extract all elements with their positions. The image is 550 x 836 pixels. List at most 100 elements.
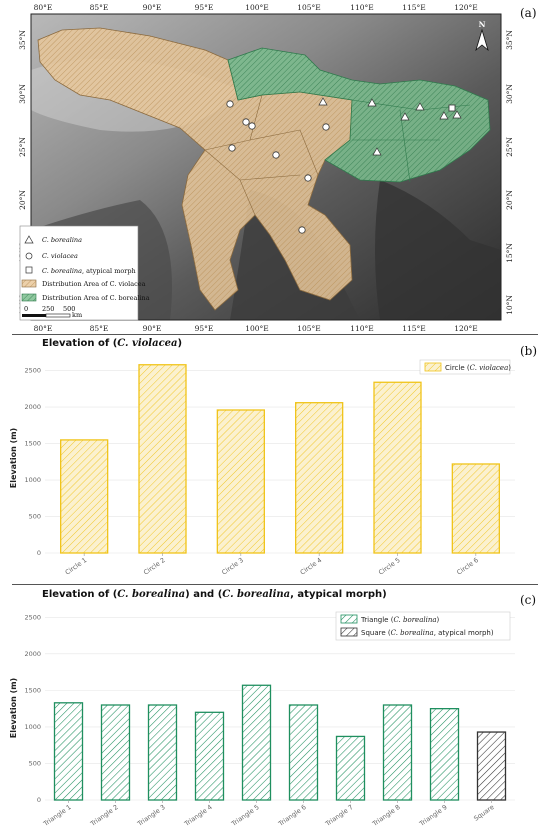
chart-b-title-suffix: ) [177, 338, 183, 349]
lat-label: 10°N [505, 295, 514, 315]
x-tick-label: Circle 4 [299, 556, 324, 577]
lon-label: 105°E [297, 3, 321, 12]
lon-label: 95°E [195, 3, 214, 12]
chart-c-legend-text-square: Square ( [361, 629, 391, 637]
bar [138, 364, 187, 554]
bar [373, 381, 422, 554]
x-tick-label: Triangle 7 [323, 803, 354, 828]
bar [216, 409, 265, 554]
lat-label: 35°N [505, 30, 514, 50]
chart-c-bars [53, 684, 507, 801]
chart-b-legend: Circle (C. violacea) [419, 359, 511, 375]
bar [60, 439, 109, 554]
chart-c-title-species: C. borealina [117, 589, 186, 600]
bar [100, 704, 131, 801]
x-tick-label: Circle 3 [220, 556, 245, 577]
lon-label: 90°E [143, 3, 162, 12]
chart-c-y-ticks: 0 500 1000 1500 2000 2500 [24, 613, 41, 804]
legend-square-icon [25, 266, 33, 274]
y-tick-label: 1000 [24, 723, 41, 731]
chart-b-grid [45, 370, 515, 554]
triangle-markers [318, 97, 462, 156]
x-tick-label: Triangle 6 [276, 803, 307, 828]
chart-b-legend-label: Circle (C. violacea) [445, 364, 511, 372]
square-marker [448, 104, 456, 112]
north-arrow-icon: N [475, 20, 489, 52]
y-tick-label: 0 [37, 796, 41, 804]
distribution-map: 80°E 85°E 90°E 95°E 100°E 105°E 110°E 11… [18, 3, 514, 333]
chart-c-ylabel: Elevation (m) [9, 678, 18, 738]
lat-label: 25°N [505, 137, 514, 157]
circle-marker [248, 122, 256, 130]
lon-label: 110°E [350, 324, 374, 333]
chart-c-legend-species-square: C. borealina [391, 629, 434, 637]
panel-label-a: (a) [520, 6, 537, 20]
lon-label: 115°E [402, 324, 426, 333]
legend-violacea-label: Distribution Area of C. violacea [42, 280, 146, 288]
scale-label-250: 250 [42, 305, 54, 313]
chart-b-y-ticks: 0 500 1000 1500 2000 2500 [24, 367, 41, 557]
triangle-marker [415, 102, 425, 111]
x-tick-label: Triangle 3 [135, 803, 166, 828]
chart-c-title: Elevation of (C. borealina) and (C. bore… [42, 589, 387, 600]
triangle-marker [372, 147, 382, 156]
lat-label: 15°N [505, 243, 514, 263]
chart-b-legend-species: C. violacea [470, 364, 509, 372]
x-tick-label: Square [472, 803, 495, 823]
chart-c-legend-label-triangle: Triangle (C. borealina) [360, 616, 440, 624]
y-tick-label: 2500 [24, 367, 41, 375]
y-tick-label: 500 [29, 759, 41, 767]
y-tick-label: 1500 [24, 686, 41, 694]
lon-label: 105°E [297, 324, 321, 333]
bar [451, 463, 500, 554]
lat-label: 35°N [18, 30, 27, 50]
x-tick-label: Triangle 5 [229, 803, 260, 828]
map-legend: C. borealina C. violacea C. borealina, a… [19, 225, 150, 321]
bar [53, 702, 84, 801]
legend-borealina-swatch [21, 293, 37, 302]
scale-unit: km [72, 311, 82, 319]
north-label: N [479, 20, 486, 29]
circle-marker [298, 226, 306, 234]
circle-markers [226, 100, 330, 234]
bar [288, 704, 319, 801]
legend-borealina-label: Distribution Area of C. borealina [42, 294, 150, 302]
circle-marker [304, 174, 312, 182]
chart-c-legend: Triangle (C. borealina) Square (C. borea… [335, 611, 511, 641]
chart-b-title-species: C. violacea [117, 338, 178, 349]
triangle-marker [318, 97, 328, 106]
chart-c-title-species2: C. borealina [222, 589, 291, 600]
legend-square-species: C. borealina [42, 267, 82, 275]
chart-c-title-prefix: Elevation of ( [42, 589, 118, 600]
x-tick-label: Circle 1 [64, 556, 89, 577]
panel-divider [12, 584, 538, 585]
legend-square-suffix: , atypical morph [82, 267, 136, 275]
bar [147, 704, 178, 801]
legend-triangle-label: C. borealina [42, 236, 82, 244]
bar [295, 402, 344, 554]
scale-bar [22, 313, 71, 318]
lat-label: 20°N [18, 190, 27, 210]
chart-c-legend-text-triangle: Triangle ( [360, 616, 394, 624]
lon-label: 100°E [245, 3, 269, 12]
bar [241, 684, 272, 801]
chart-c-legend-species-triangle: C. borealina [393, 616, 436, 624]
x-tick-label: Triangle 8 [370, 803, 401, 828]
triangle-marker [367, 98, 377, 107]
bar [194, 711, 225, 801]
chart-c-legend-swatch-triangle [340, 614, 358, 624]
chart-b-title-prefix: Elevation of ( [42, 338, 118, 349]
triangle-marker [400, 112, 410, 121]
chart-c-legend-close-triangle: ) [437, 616, 440, 624]
triangle-marker [439, 111, 449, 120]
chart-b-title: Elevation of (C. violacea) [42, 338, 182, 349]
lon-label: 85°E [90, 3, 109, 12]
lon-label: 110°E [350, 3, 374, 12]
lat-label: 30°N [505, 84, 514, 104]
lon-label: 95°E [195, 324, 214, 333]
x-tick-label: Circle 6 [455, 556, 480, 577]
chart-b-bars [60, 364, 500, 554]
panel-label-c: (c) [520, 593, 537, 607]
bar [429, 708, 460, 801]
